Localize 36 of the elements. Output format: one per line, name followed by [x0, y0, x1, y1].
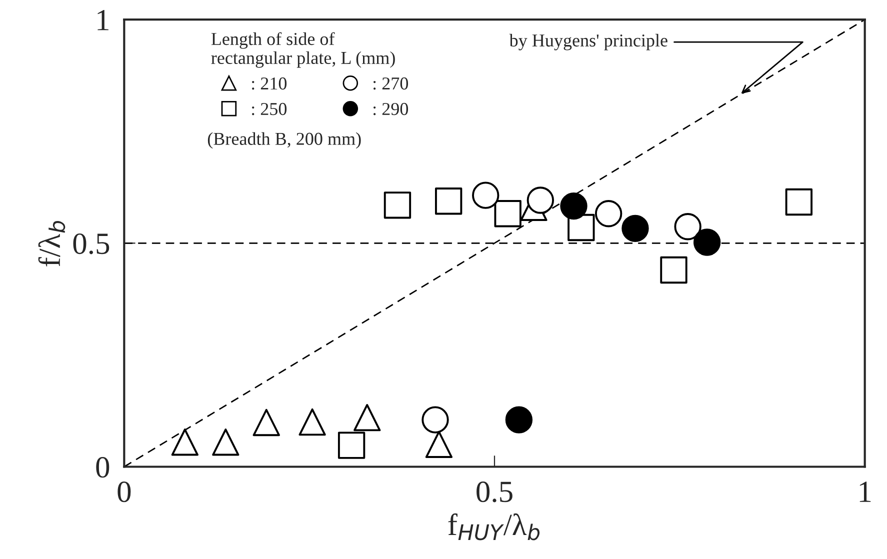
- y-tick-label: 1: [98, 10, 108, 30]
- y-tick-label: 0: [96, 457, 110, 478]
- point: [212, 428, 240, 456]
- annotation: (Breadth B, 200 mm): [208, 132, 361, 149]
- point: [354, 404, 381, 432]
- point: [252, 408, 280, 436]
- point: [425, 430, 453, 458]
- point: [298, 408, 326, 436]
- point: [505, 406, 533, 434]
- point: [622, 214, 649, 242]
- annotation: by Huygens' principle: [509, 34, 668, 50]
- point: [785, 188, 812, 216]
- legend-title: Length of side of rectangular plate, L (mm): [211, 32, 395, 68]
- point: [526, 186, 554, 214]
- legend-label: : 290: [374, 102, 408, 116]
- legend-label: : 210: [252, 77, 287, 90]
- point: [171, 428, 199, 456]
- point: [338, 432, 366, 459]
- point: [674, 213, 702, 240]
- legend-label: : 270: [374, 77, 408, 90]
- point: [472, 182, 500, 209]
- point: [594, 200, 622, 228]
- x-tick-label: 0: [118, 482, 131, 502]
- point: [660, 256, 688, 284]
- legend-label: : 250: [252, 102, 287, 116]
- point: [422, 406, 449, 434]
- point: [560, 192, 588, 220]
- y-axis-title: f/λ$_{b}$: [38, 220, 66, 266]
- point: [494, 200, 522, 228]
- point: [384, 192, 412, 219]
- x-axis-title: f$_{HUY}$/λ$_{b}$: [448, 513, 540, 540]
- y-tick-label: 0.5: [73, 233, 110, 254]
- point: [693, 228, 721, 256]
- x-tick-label: 0.5: [476, 482, 512, 502]
- point: [434, 188, 462, 215]
- x-tick-label: 1: [860, 482, 871, 502]
